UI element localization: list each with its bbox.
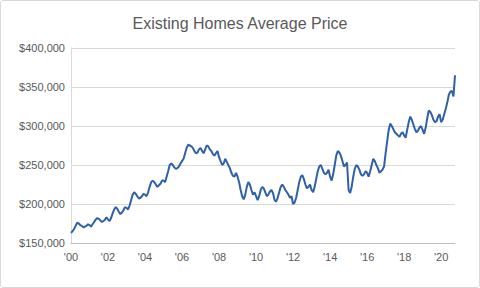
svg-text:'18: '18	[397, 251, 411, 263]
svg-text:$250,000: $250,000	[19, 159, 65, 171]
svg-text:$400,000: $400,000	[19, 42, 65, 54]
svg-text:'02: '02	[101, 251, 115, 263]
svg-text:Existing Homes Average Price: Existing Homes Average Price	[133, 15, 348, 32]
svg-text:$150,000: $150,000	[19, 237, 65, 249]
svg-text:'12: '12	[286, 251, 300, 263]
svg-text:'06: '06	[175, 251, 189, 263]
svg-text:$300,000: $300,000	[19, 120, 65, 132]
svg-text:'14: '14	[323, 251, 337, 263]
svg-text:'00: '00	[64, 251, 78, 263]
svg-text:'08: '08	[212, 251, 226, 263]
svg-text:'20: '20	[434, 251, 448, 263]
svg-text:'04: '04	[138, 251, 152, 263]
svg-text:'10: '10	[249, 251, 263, 263]
svg-text:$200,000: $200,000	[19, 198, 65, 210]
svg-text:$350,000: $350,000	[19, 81, 65, 93]
svg-text:'16: '16	[360, 251, 374, 263]
